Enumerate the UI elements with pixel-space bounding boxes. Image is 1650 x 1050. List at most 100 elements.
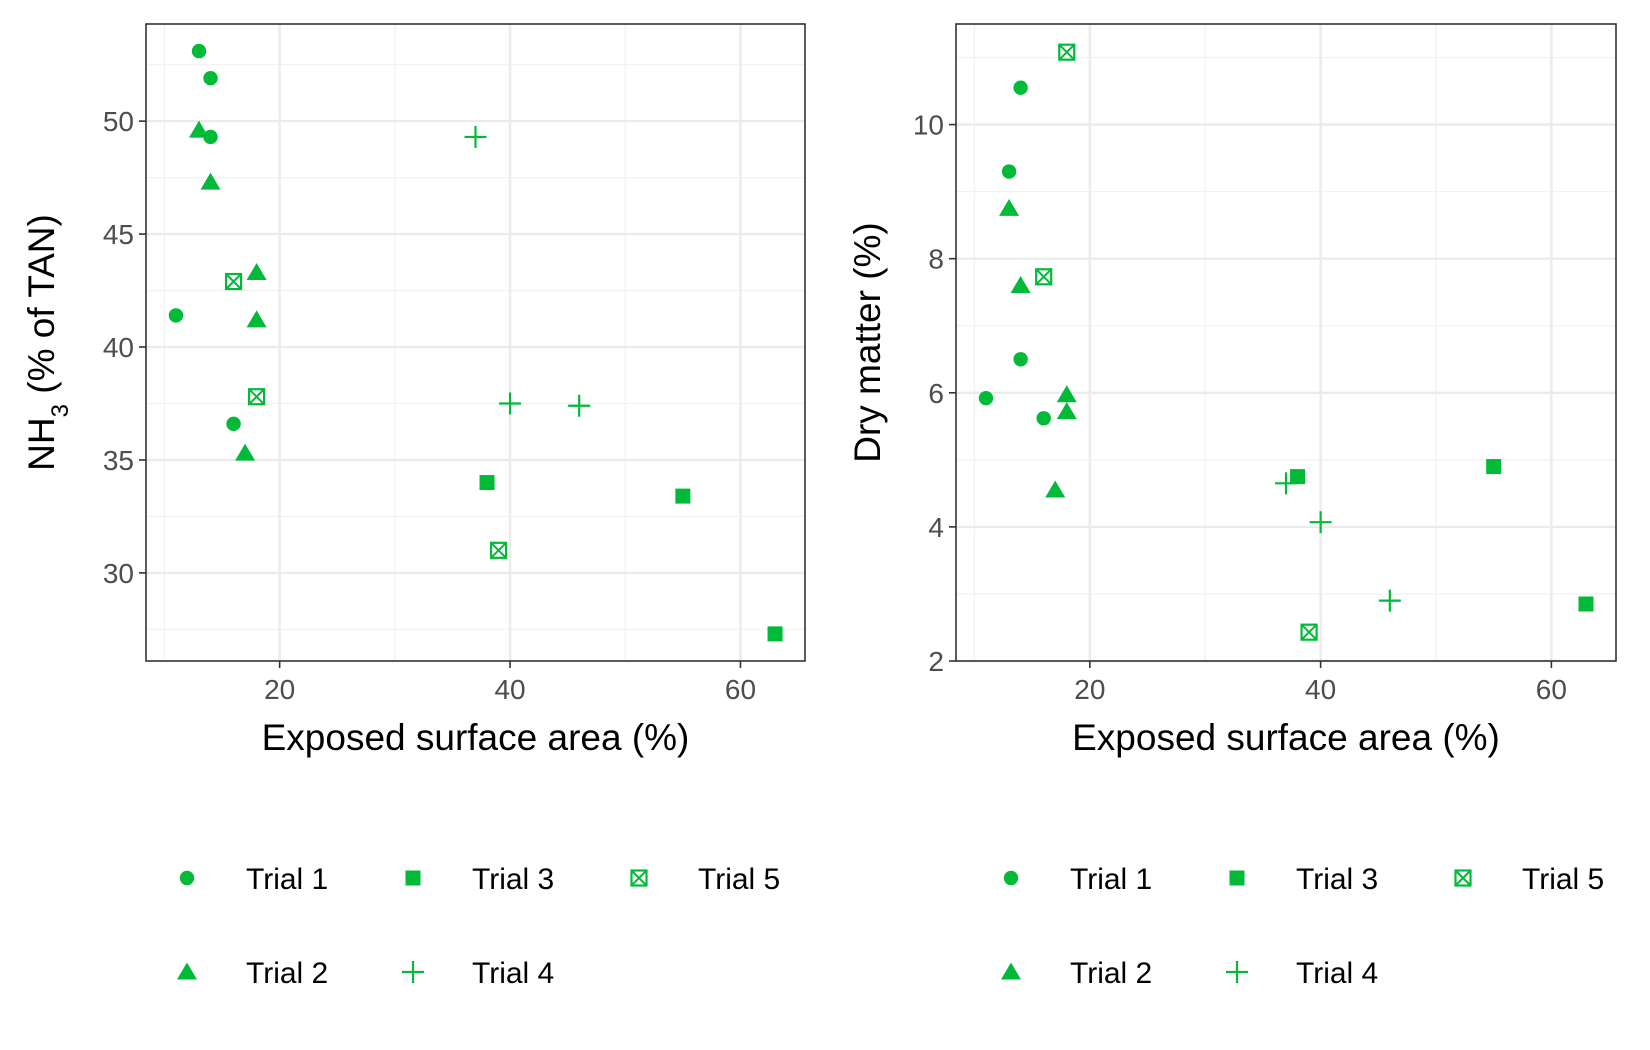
data-point-circle (1013, 352, 1028, 367)
data-point-circle (203, 71, 218, 86)
legend-label: Trial 3 (1296, 863, 1378, 896)
data-point-triangle (188, 120, 209, 138)
legend-key-square (405, 870, 421, 886)
legend-key-square (1229, 870, 1245, 886)
legend-label: Trial 5 (1522, 863, 1604, 896)
y-tick-label: 40 (103, 332, 134, 363)
y-axis-title: Dry matter (%) (847, 222, 888, 463)
grid (146, 24, 805, 661)
data-point-triangle (246, 310, 267, 328)
y-tick-label: 4 (928, 512, 944, 543)
data-point-triangle (1045, 480, 1066, 498)
legend-label: Trial 2 (1070, 957, 1152, 990)
y-tick-label: 35 (103, 445, 134, 476)
data-point-plus (464, 125, 487, 148)
data-point-square (767, 626, 783, 642)
data-point-triangle (1056, 385, 1077, 403)
data-point-plus (499, 392, 522, 415)
legend-key-circle (1003, 870, 1019, 886)
panel-border (145, 23, 806, 662)
legend-label: Trial 4 (472, 957, 554, 990)
legend-key-plus (1226, 961, 1248, 983)
data-points (978, 43, 1594, 641)
legend-key-triangle (1001, 962, 1021, 980)
data-point-circle (1013, 80, 1028, 95)
grid (956, 24, 1616, 663)
data-point-circle (978, 390, 994, 406)
x-axis-title: Exposed surface area (%) (262, 717, 690, 758)
data-point-circle (191, 43, 207, 59)
y-tick-label: 8 (928, 244, 944, 275)
y-tick-label: 6 (928, 378, 944, 409)
data-point-square-cross (1058, 43, 1076, 61)
legend-label: Trial 2 (246, 957, 328, 990)
data-point-plus (1309, 511, 1332, 534)
y-axis-title-main: NH (21, 417, 62, 470)
data-point-triangle (235, 443, 256, 461)
data-point-triangle (1056, 402, 1077, 420)
data-point-square-cross (224, 272, 243, 291)
legend-left: Trial 1 Trial 3 Trial 5 Trial 2 Trial 4 (177, 863, 780, 990)
legend-label: Trial 3 (472, 863, 554, 896)
legend-entry: Trial 4 (402, 957, 554, 990)
y-tick-label: 50 (103, 106, 134, 137)
x-tick-label: 40 (1305, 674, 1336, 705)
data-point-square (675, 488, 691, 504)
legend-entry: Trial 4 (1226, 957, 1378, 990)
x-axis-title: Exposed surface area (%) (1072, 717, 1500, 758)
legend-entry: Trial 5 (1454, 863, 1604, 896)
data-point-triangle (999, 198, 1020, 216)
legend-label: Trial 5 (698, 863, 780, 896)
y-tick-label: 45 (103, 219, 134, 250)
data-point-circle (203, 129, 218, 145)
legend-entry: Trial 3 (405, 863, 554, 896)
legend-entry: Trial 2 (177, 957, 328, 990)
legend-right: Trial 1 Trial 3 Trial 5 Trial 2 Trial 4 (1001, 863, 1604, 990)
x-tick-label: 20 (264, 674, 295, 705)
legend-key-triangle (177, 962, 197, 980)
x-tick-label: 60 (725, 674, 756, 705)
legend-key-square-cross (630, 869, 648, 887)
legend-entry: Trial 1 (1003, 863, 1152, 896)
data-point-square (1578, 596, 1594, 612)
legend-entry: Trial 1 (179, 863, 328, 896)
data-point-plus (1378, 589, 1401, 612)
data-point-circle (168, 308, 184, 323)
x-tick-label: 40 (494, 674, 525, 705)
data-point-plus (568, 394, 591, 417)
data-point-square-cross (248, 388, 266, 406)
data-points (168, 43, 783, 642)
data-point-square-cross (1300, 623, 1318, 641)
data-point-triangle (200, 172, 221, 190)
data-point-square (1486, 459, 1502, 475)
y-tick-label: 10 (913, 110, 944, 141)
legend-key-square-cross (1454, 869, 1472, 887)
legend-label: Trial 4 (1296, 957, 1378, 990)
x-tick-label: 60 (1536, 674, 1567, 705)
nh3-panel: 20 40 60 30 35 40 45 50 Exposed surface area (%)… (21, 23, 806, 758)
y-tick-label: 30 (103, 558, 134, 589)
data-point-square (479, 475, 495, 491)
data-point-square-cross (489, 541, 508, 559)
legend-label: Trial 1 (246, 863, 328, 896)
data-point-circle (1036, 411, 1051, 426)
y-axis-title-subscript: 3 (47, 404, 74, 417)
y-axis-title-rest: (% of TAN) (21, 214, 62, 404)
data-point-circle (226, 416, 241, 432)
y-axis-title-main: Dry matter (%) (847, 222, 888, 463)
panel-border (955, 23, 1617, 662)
legend-entry: Trial 3 (1229, 863, 1378, 896)
legend-entry: Trial 2 (1001, 957, 1152, 990)
data-point-plus (1275, 472, 1297, 495)
dry-matter-panel: 20 40 60 2 4 6 8 10 Exposed surface area (%) Dry … (847, 23, 1617, 758)
data-point-square-cross (1035, 268, 1053, 286)
x-tick-label: 20 (1074, 674, 1105, 705)
y-axis-title: NH3 (% of TAN) (21, 214, 74, 471)
data-point-square (1290, 469, 1306, 485)
data-point-circle (1001, 164, 1017, 179)
legend-key-circle (179, 870, 195, 886)
legend-entry: Trial 5 (630, 863, 780, 896)
data-point-triangle (1010, 276, 1031, 294)
legend-key-plus (402, 961, 424, 983)
